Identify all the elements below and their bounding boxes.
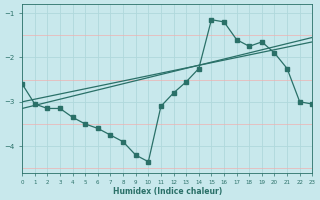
X-axis label: Humidex (Indice chaleur): Humidex (Indice chaleur): [113, 187, 222, 196]
